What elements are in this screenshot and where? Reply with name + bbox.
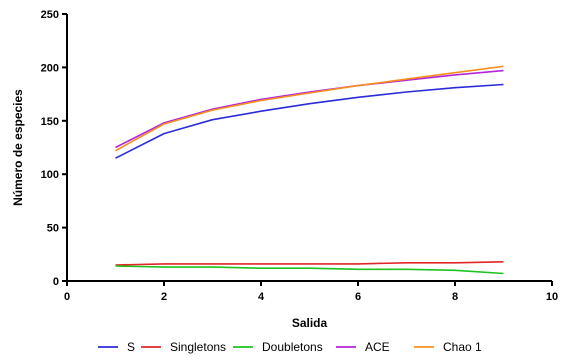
y-axis-title: Número de especies (11, 89, 25, 206)
x-tick-label: 2 (161, 291, 167, 303)
legend: S Singletons Doubletons ACE Chao 1 (98, 340, 482, 354)
series-line-ace (115, 69, 504, 149)
series-line-doubletons (115, 265, 504, 275)
x-tick-label: 4 (258, 291, 265, 303)
x-tick-label: 6 (355, 291, 361, 303)
series-line-singletons (115, 261, 504, 266)
series-lines (115, 65, 504, 275)
legend-label-singletons: Singletons (170, 340, 226, 354)
y-tick-label: 0 (53, 276, 59, 288)
y-tick-label: 250 (41, 9, 59, 21)
y-tick-label: 150 (41, 116, 59, 128)
legend-label-doubletons: Doubletons (262, 340, 323, 354)
y-ticks: 0 50 100 150 200 250 (41, 9, 67, 288)
x-axis-title: Salida (292, 316, 328, 330)
y-tick-label: 50 (47, 223, 59, 235)
y-tick-label: 100 (41, 169, 59, 181)
x-tick-label: 0 (64, 291, 70, 303)
legend-label-s: S (127, 340, 135, 354)
legend-label-ace: ACE (365, 340, 390, 354)
axes (66, 14, 552, 282)
series-line-s (115, 83, 504, 159)
legend-label-chao-1: Chao 1 (443, 340, 482, 354)
series-line-chao-1 (115, 65, 504, 152)
x-ticks: 0 2 4 6 8 10 (64, 281, 558, 303)
x-tick-label: 10 (546, 291, 558, 303)
y-tick-label: 200 (41, 62, 59, 74)
x-tick-label: 8 (452, 291, 458, 303)
